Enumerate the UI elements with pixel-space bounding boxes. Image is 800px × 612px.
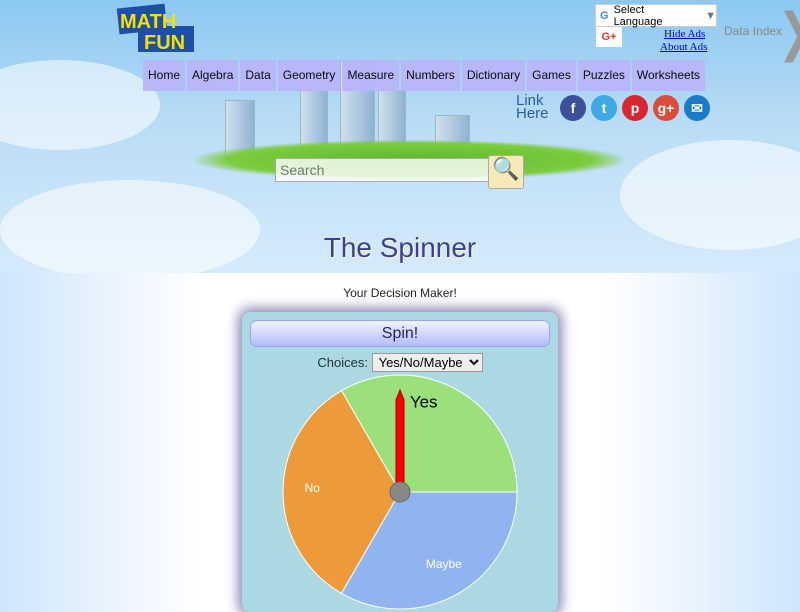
slice-label: Yes (410, 393, 438, 412)
data-index-link[interactable]: Data Index (724, 24, 783, 38)
nav-puzzles[interactable]: Puzzles (577, 60, 630, 91)
cloud (0, 60, 160, 150)
cloud (620, 140, 800, 250)
cloud (0, 180, 260, 273)
search-button[interactable]: 🔍 (488, 155, 524, 189)
google-icon: G (600, 9, 609, 22)
magnifier-icon: 🔍 (492, 156, 520, 181)
main-nav: Home Algebra Data Geometry Measure Numbers Dic… (143, 60, 706, 91)
about-ads-link[interactable]: About Ads (660, 41, 708, 53)
slice-label: No (305, 481, 321, 495)
spinner-panel: Spin! Choices: Yes/No/Maybe Yes No Maybe (242, 312, 558, 612)
slice-label: Maybe (426, 557, 462, 571)
twitter-icon[interactable]: t (591, 95, 617, 121)
link-text: Link (516, 92, 544, 109)
link-here-label: Link Here (516, 92, 549, 122)
nav-algebra[interactable]: Algebra (187, 60, 239, 91)
spinner-wheel[interactable]: Yes No Maybe (242, 312, 558, 612)
email-icon[interactable]: ✉ (684, 95, 710, 121)
nav-measure[interactable]: Measure (342, 60, 400, 91)
language-select[interactable]: G Select Language ▼ (595, 3, 717, 28)
spin-button[interactable]: Spin! (250, 320, 550, 347)
nav-worksheets[interactable]: Worksheets (631, 60, 706, 91)
here-text: Here (516, 105, 549, 122)
choices-select[interactable]: Yes/No/Maybe (371, 353, 483, 372)
spinner-hub (389, 481, 411, 503)
pinterest-icon[interactable]: p (622, 95, 648, 121)
choices-label: Choices: (317, 355, 368, 370)
google-plus-icon[interactable]: g+ (653, 95, 679, 121)
spinner-pointer (395, 388, 405, 493)
header-banner: MATH FUN G Select Language ▼ G+ Hide Ads A… (0, 0, 800, 273)
dropdown-arrow-icon: ▼ (705, 9, 716, 22)
nav-home[interactable]: Home (143, 60, 186, 91)
slice-yes (340, 374, 518, 493)
nav-geometry[interactable]: Geometry (277, 60, 341, 91)
nav-games[interactable]: Games (527, 60, 576, 91)
search-input[interactable] (275, 158, 490, 182)
hide-ads-link[interactable]: Hide Ads (664, 28, 706, 40)
facebook-icon[interactable]: f (560, 95, 586, 121)
svg-text:FUN: FUN (144, 32, 185, 54)
nav-data[interactable]: Data (240, 60, 276, 91)
choices-row: Choices: Yes/No/Maybe (242, 353, 558, 372)
page-subtitle: Your Decision Maker! (343, 286, 457, 300)
nav-dictionary[interactable]: Dictionary (461, 60, 526, 91)
mathsisfun-logo[interactable]: MATH FUN (114, 2, 200, 54)
nav-numbers[interactable]: Numbers (401, 60, 460, 91)
chevron-right-icon[interactable]: ❯ (778, 3, 800, 63)
svg-text:MATH: MATH (120, 11, 176, 33)
google-plus-button[interactable]: G+ (596, 27, 622, 47)
page-title: The Spinner (323, 232, 477, 263)
language-label: Select Language (613, 3, 663, 28)
